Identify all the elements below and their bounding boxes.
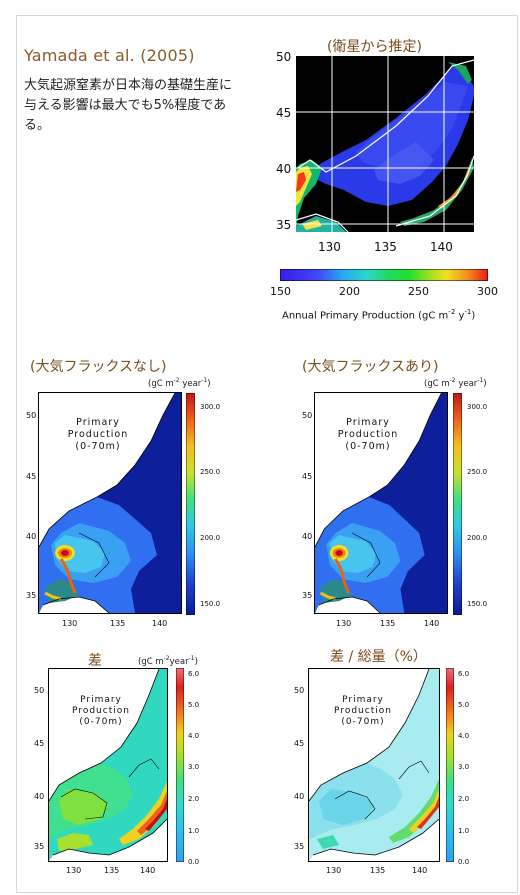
panel-ratio-label: Primary Production (0-70m) [334,695,392,727]
colorbar-tick: 6.0 [458,670,470,678]
y-tick: 40 [26,532,37,541]
colorbar-tick: 6.0 [188,670,200,678]
colorbar-tick: 250.0 [467,468,488,476]
panel-with-flux-label: Primary Production (0-70m) [337,417,399,452]
satellite-colorbar-tick: 200 [339,285,360,298]
colorbar-tick: 0.0 [188,858,200,866]
panel-with-flux-title: (大気フラックスあり) [302,359,439,375]
colorbar-tick: 2.0 [458,795,470,803]
colorbar-tick: 4.0 [458,732,470,740]
x-tick: 140 [140,866,156,875]
panel-with-flux-map: Primary Production (0-70m) [314,392,448,614]
colorbar-tick: 150.0 [200,600,221,608]
x-tick: 130 [336,619,352,628]
panel-difference-colorbar [175,667,185,863]
author-citation: Yamada et al. (2005) [24,46,195,65]
x-tick: 135 [380,619,396,628]
satellite-colorbar-tick: 150 [270,285,291,298]
colorbar-tick: 300.0 [467,403,488,411]
panel-no-flux-title: (大気フラックスなし) [30,359,167,375]
colorbar-tick: 200.0 [467,534,488,542]
panel-difference-label: Primary Production (0-70m) [72,695,130,727]
y-tick: 40 [302,532,313,541]
x-tick: 130 [326,866,342,875]
satellite-x-tick: 140 [430,240,453,254]
colorbar-tick: 250.0 [200,468,221,476]
y-tick: 35 [26,591,37,600]
figure-frame [16,15,518,893]
colorbar-tick: 1.0 [458,827,470,835]
y-tick: 50 [302,411,313,420]
panel-with-flux-unit: (gC m-2 year-1) [424,377,487,389]
x-tick: 140 [424,619,440,628]
y-tick: 50 [26,411,37,420]
colorbar-tick: 300.0 [200,403,221,411]
y-tick: 35 [294,842,305,851]
satellite-colorbar-label: Annual Primary Production (gC m-2 y-1) [282,308,476,322]
satellite-y-tick: 50 [276,50,292,64]
x-tick: 140 [152,619,168,628]
satellite-y-tick: 40 [276,162,292,176]
x-tick: 130 [66,866,82,875]
summary-text: 大気起源窒素が日本海の基礎生産に与える影響は最大でも5%程度である。 [24,78,233,133]
panel-no-flux-label: Primary Production (0-70m) [67,417,129,452]
x-tick: 135 [370,866,386,875]
x-tick: 130 [62,619,78,628]
colorbar-tick: 0.0 [458,858,470,866]
satellite-colorbar-tick: 250 [408,285,429,298]
colorbar-tick: 5.0 [188,701,200,709]
satellite-y-tick: 45 [276,106,292,120]
satellite-x-tick: 135 [374,240,397,254]
y-tick: 45 [294,739,305,748]
panel-ratio-map: Primary Production (0-70m) [308,668,440,862]
panel-no-flux-map: Primary Production (0-70m) [38,392,182,614]
y-tick: 45 [302,472,313,481]
y-tick: 35 [34,842,45,851]
colorbar-tick: 3.0 [458,763,470,771]
colorbar-tick: 3.0 [188,763,200,771]
colorbar-tick: 5.0 [458,701,470,709]
y-tick: 40 [34,792,45,801]
panel-difference-title: 差 [88,653,102,669]
y-tick: 45 [34,739,45,748]
satellite-colorbar-tick: 300 [477,285,498,298]
x-tick: 135 [110,619,126,628]
x-tick: 140 [412,866,428,875]
panel-ratio-colorbar [445,667,455,863]
y-tick: 50 [34,686,45,695]
satellite-y-tick: 35 [276,218,292,232]
colorbar-tick: 200.0 [200,534,221,542]
panel-no-flux-unit: (gC m-2 year-1) [148,377,211,389]
panel-with-flux-colorbar [452,392,463,616]
y-tick: 45 [26,472,37,481]
x-tick: 135 [104,866,120,875]
satellite-title: (衛星から推定) [327,39,422,55]
panel-no-flux-colorbar [185,392,196,616]
panel-difference-map: Primary Production (0-70m) [48,668,168,862]
colorbar-tick: 1.0 [188,827,200,835]
colorbar-tick: 150.0 [467,600,488,608]
panel-difference-unit: (gC m-2year-1) [138,655,198,667]
panel-ratio-title: 差 / 総量（%） [330,649,427,665]
satellite-map [295,56,475,233]
satellite-colorbar [279,266,489,282]
y-tick: 40 [294,792,305,801]
colorbar-tick: 4.0 [188,732,200,740]
colorbar-tick: 2.0 [188,795,200,803]
y-tick: 35 [302,591,313,600]
y-tick: 50 [294,686,305,695]
satellite-x-tick: 130 [318,240,341,254]
